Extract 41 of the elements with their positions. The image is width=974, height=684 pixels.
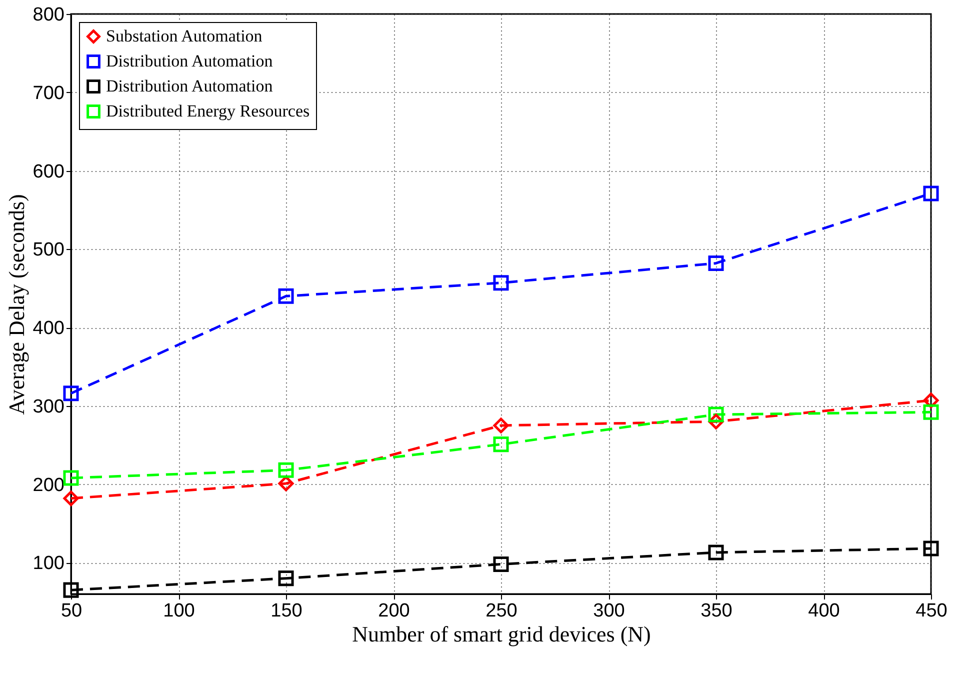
point — [708, 406, 724, 422]
point — [493, 275, 509, 291]
x-tick-label: 450 — [916, 600, 948, 622]
y-tick-label: 600 — [32, 161, 64, 182]
x-tick-label: 150 — [270, 600, 302, 622]
legend-label: Substation Automation — [106, 26, 263, 46]
point — [63, 582, 79, 598]
point — [278, 570, 294, 586]
point — [493, 556, 509, 572]
point — [493, 418, 509, 434]
point — [923, 540, 939, 556]
y-tick-label: 500 — [32, 240, 64, 261]
point — [708, 544, 724, 560]
y-tick-label: 700 — [32, 82, 64, 104]
legend-label: Distribution Automation — [106, 76, 274, 96]
x-tick-label: 250 — [486, 600, 518, 622]
legend-label: Distributed Energy Resources — [106, 102, 310, 120]
y-tick-label: 800 — [32, 4, 64, 26]
point — [63, 386, 79, 402]
x-tick-label: 200 — [378, 600, 410, 622]
point — [923, 404, 939, 420]
point — [278, 288, 294, 304]
x-tick-label: 100 — [163, 600, 195, 622]
point — [63, 490, 79, 506]
x-tick-label: 350 — [700, 600, 732, 622]
x-tick-label: 400 — [808, 600, 840, 622]
point — [278, 462, 294, 478]
x-tick-label: 300 — [593, 600, 625, 622]
point — [708, 255, 724, 272]
y-axis-title: Average Delay (seconds) — [4, 194, 29, 415]
y-tick-label: 200 — [32, 474, 64, 496]
legend-label: Distribution Automation — [106, 52, 274, 70]
point — [278, 476, 294, 492]
point — [493, 436, 509, 452]
x-axis-title: Number of smart grid devices (N) — [352, 622, 651, 646]
point — [63, 470, 79, 486]
x-tick-label: 50 — [60, 600, 82, 622]
y-tick-label: 300 — [32, 396, 64, 418]
y-tick-label: 400 — [32, 318, 64, 340]
point — [923, 186, 939, 202]
y-tick-label: 100 — [32, 553, 64, 574]
